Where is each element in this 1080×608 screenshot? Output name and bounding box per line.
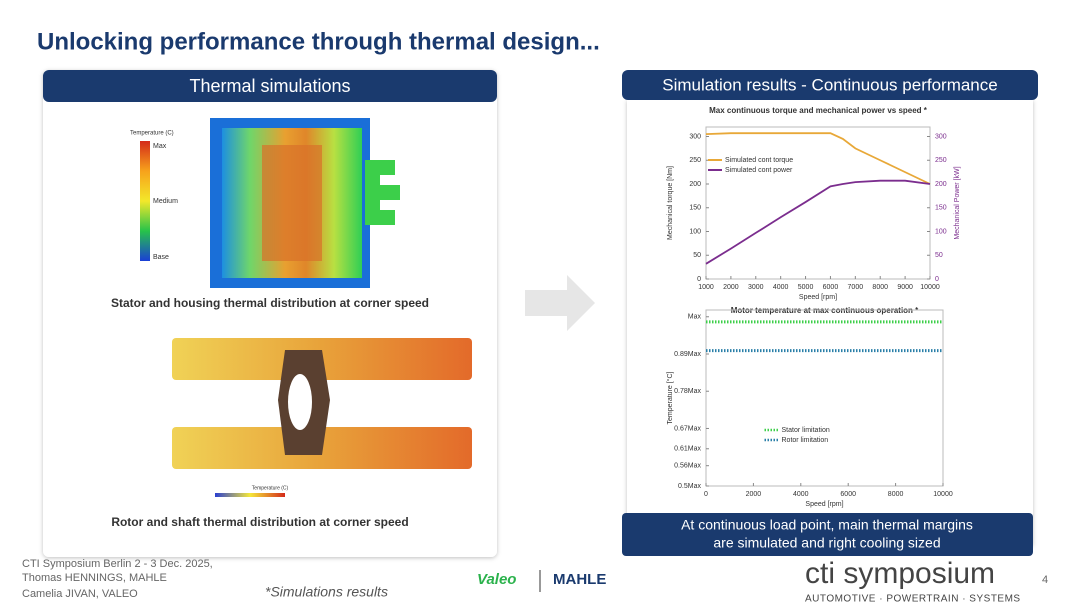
event-text: CTI Symposium Berlin 2 - 3 Dec. 2025, xyxy=(22,558,213,570)
logo-valeo: Valeo xyxy=(477,571,516,588)
right-title: Simulation results - Continuous performa… xyxy=(662,75,997,94)
y-tick-label: 0.89Max xyxy=(674,351,701,358)
y-axis-label: Temperature [°C] xyxy=(666,371,674,424)
brand: cti symposium xyxy=(805,557,995,590)
y2-tick-label: 300 xyxy=(935,133,947,140)
x-tick-label: 9000 xyxy=(897,284,913,291)
left-header xyxy=(43,70,497,102)
x-tick-label: 6000 xyxy=(823,284,839,291)
tagline: AUTOMOTIVE · POWERTRAIN · SYSTEMS xyxy=(805,594,1021,605)
left-title: Thermal simulations xyxy=(189,76,350,96)
y-tick-label: 100 xyxy=(689,228,701,235)
y-tick-label: 0.56Max xyxy=(674,463,701,470)
event-text: Thomas HENNINGS, MAHLE xyxy=(22,572,167,584)
caption: Stator and housing thermal distribution … xyxy=(111,296,429,310)
caption: Rotor and shaft thermal distribution at … xyxy=(111,515,408,529)
legend-label: Max xyxy=(153,143,167,150)
right-header xyxy=(622,70,1038,100)
slide-title: Unlocking performance through thermal de… xyxy=(37,28,600,55)
x-tick-label: 3000 xyxy=(748,284,764,291)
y2-tick-label: 50 xyxy=(935,252,943,259)
x-tick-label: 8000 xyxy=(872,284,888,291)
y-tick-label: 250 xyxy=(689,157,701,164)
y-tick-label: 0.5Max xyxy=(678,483,701,490)
x-tick-label: 1000 xyxy=(698,284,714,291)
page-number: 4 xyxy=(1042,574,1048,586)
chart-title: Motor temperature at max continuous oper… xyxy=(731,306,919,315)
legend-label: Stator limitation xyxy=(782,427,830,434)
legend-label: Base xyxy=(153,254,169,261)
x-tick-label: 2000 xyxy=(746,491,762,498)
stator-core xyxy=(262,145,322,261)
stator-terminals xyxy=(365,160,400,225)
y2-tick-label: 250 xyxy=(935,157,947,164)
legend-label: Simulated cont torque xyxy=(725,157,793,164)
x-axis-label: Speed [rpm] xyxy=(799,294,837,301)
plot-frame xyxy=(705,126,931,280)
footer-text: At continuous load point, main thermal m… xyxy=(681,517,973,533)
y-tick-label: 50 xyxy=(693,252,701,259)
series-line xyxy=(705,132,931,185)
legend-label: Medium xyxy=(153,198,178,205)
y-tick-label: 0.67Max xyxy=(674,425,701,432)
y-axis-label: Mechanical torque [Nm] xyxy=(667,166,674,240)
y2-tick-label: 0 xyxy=(935,276,939,283)
y2-axis-label: Mechanical Power [kW] xyxy=(954,166,961,239)
legend-label: Simulated cont power xyxy=(725,167,793,174)
x-tick-label: 6000 xyxy=(840,491,856,498)
y-tick-label: 0 xyxy=(697,276,701,283)
y-tick-label: Max xyxy=(688,314,702,321)
x-tick-label: 4000 xyxy=(793,491,809,498)
event-text: Camelia JIVAN, VALEO xyxy=(22,588,138,600)
x-axis-label: Speed [rpm] xyxy=(805,501,843,508)
legend-title: Temperature (C) xyxy=(130,131,174,137)
x-tick-label: 5000 xyxy=(798,284,814,291)
legend-label: Rotor limitation xyxy=(782,437,829,444)
x-tick-label: 2000 xyxy=(723,284,739,291)
y-tick-label: 0.61Max xyxy=(674,446,701,453)
x-tick-label: 8000 xyxy=(888,491,904,498)
y-tick-label: 200 xyxy=(689,181,701,188)
x-tick-label: 0 xyxy=(704,491,708,498)
y-tick-label: 300 xyxy=(689,133,701,140)
right-footer xyxy=(622,513,1033,556)
x-tick-label: 4000 xyxy=(773,284,789,291)
chart-title: Max continuous torque and mechanical pow… xyxy=(709,106,928,115)
x-tick-label: 7000 xyxy=(848,284,864,291)
x-tick-label: 10000 xyxy=(933,491,953,498)
y-tick-label: 0.78Max xyxy=(674,388,701,395)
logo-mahle: MAHLE xyxy=(553,571,606,588)
legend-title: Temperature (C) xyxy=(252,485,289,491)
footer-text: are simulated and right cooling sized xyxy=(713,535,940,551)
note: *Simulations results xyxy=(265,584,388,600)
shaft-bore xyxy=(288,374,312,430)
series-line xyxy=(705,179,931,265)
y2-tick-label: 150 xyxy=(935,205,947,212)
y2-tick-label: 100 xyxy=(935,228,947,235)
y2-tick-label: 200 xyxy=(935,181,947,188)
color-bar xyxy=(140,141,150,261)
x-tick-label: 10000 xyxy=(920,284,940,291)
plot-frame xyxy=(705,309,944,487)
y-tick-label: 150 xyxy=(689,205,701,212)
color-bar xyxy=(215,493,285,497)
arrow xyxy=(525,275,595,331)
